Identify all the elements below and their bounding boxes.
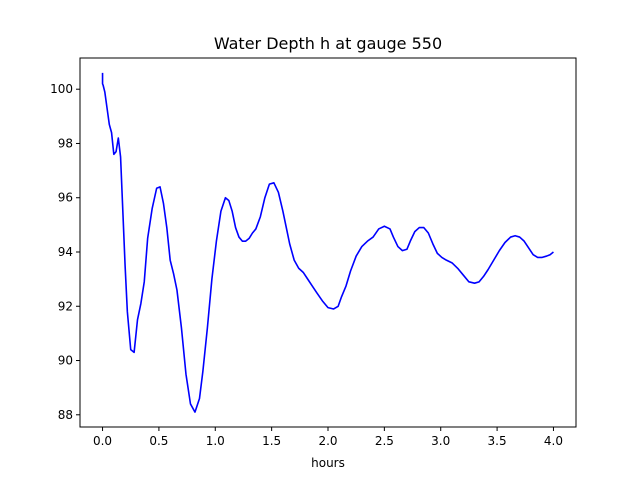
y-tick-label: 96 xyxy=(58,191,73,205)
x-tick-label: 1.5 xyxy=(262,434,281,448)
x-tick-label: 3.0 xyxy=(431,434,450,448)
y-tick-label: 98 xyxy=(58,136,73,150)
x-tick-label: 2.0 xyxy=(318,434,337,448)
x-tick-label: 4.0 xyxy=(544,434,563,448)
y-tick-label: 94 xyxy=(58,245,73,259)
axis-ticks: 0.0 0.5 1.0 1.5 2.0 2.5 3.0 3.5 4.0 88 90 92 94 96 98 1… xyxy=(50,82,563,448)
y-tick-label: 90 xyxy=(58,354,73,368)
x-tick-label: 2.5 xyxy=(375,434,394,448)
chart-title: Water Depth h at gauge 550 xyxy=(214,34,442,53)
x-tick-label: 1.0 xyxy=(206,434,225,448)
x-tick-label: 0.0 xyxy=(93,434,112,448)
x-axis-label: hours xyxy=(311,456,345,470)
x-tick-label: 0.5 xyxy=(149,434,168,448)
plot-area xyxy=(101,72,554,413)
y-tick-label: 88 xyxy=(58,408,73,422)
axes-frame xyxy=(79,57,577,428)
series-line-0 xyxy=(101,72,554,413)
x-tick-label: 3.5 xyxy=(488,434,507,448)
y-tick-label: 100 xyxy=(50,82,73,96)
y-tick-label: 92 xyxy=(58,299,73,313)
